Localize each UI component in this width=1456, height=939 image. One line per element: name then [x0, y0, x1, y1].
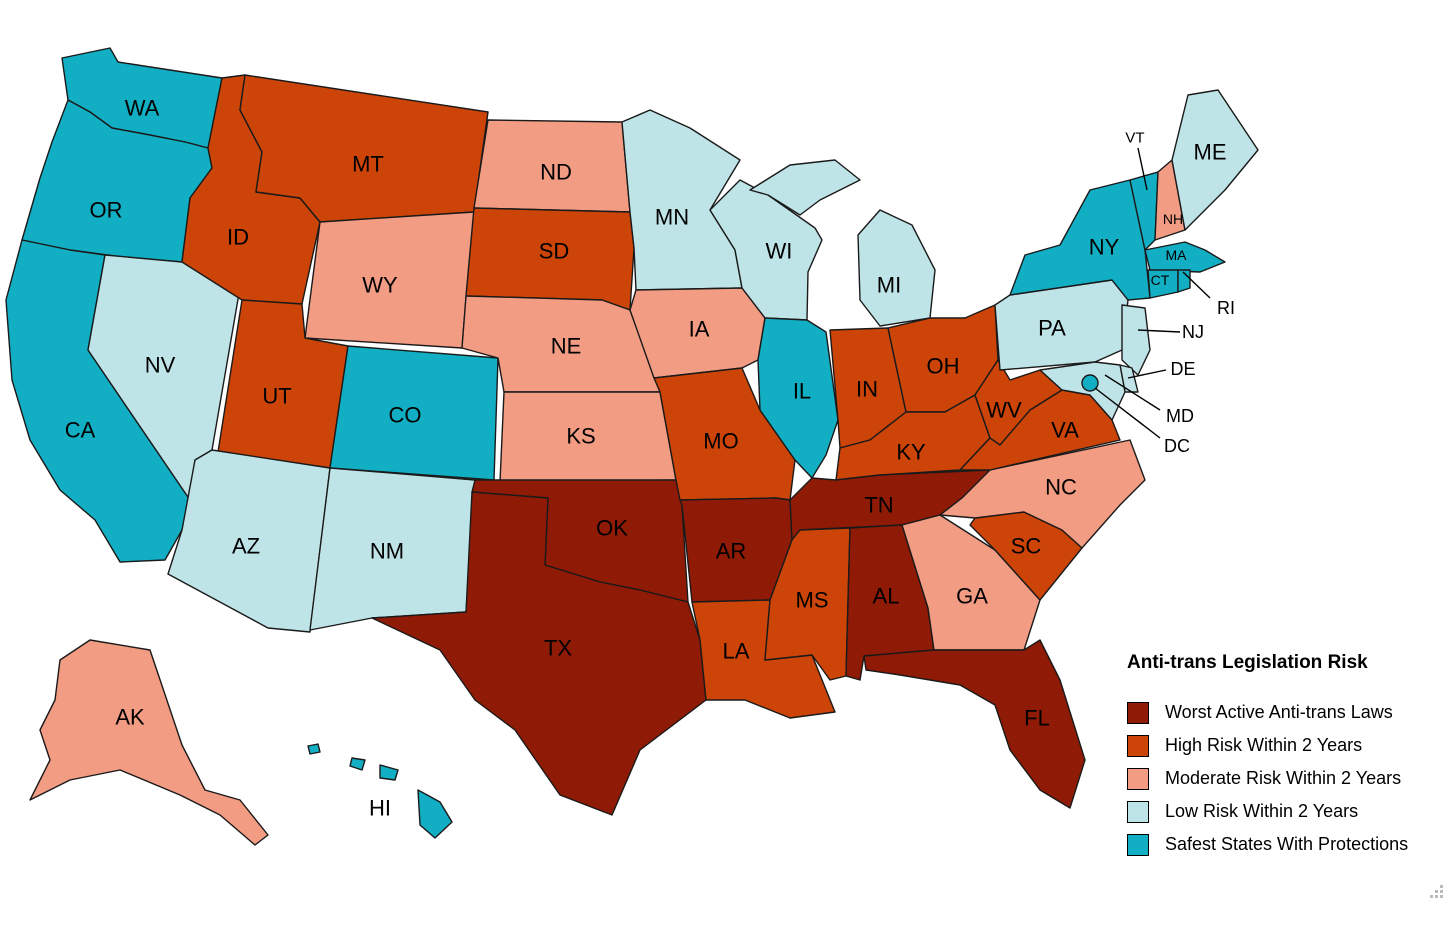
legend-item-low: Low Risk Within 2 Years: [1127, 801, 1447, 824]
label-la: LA: [723, 639, 750, 664]
label-nv: NV: [145, 353, 176, 378]
label-vt: VT: [1125, 130, 1144, 147]
label-mt: MT: [352, 152, 384, 177]
legend-title: Anti-trans Legislation Risk: [1127, 652, 1368, 673]
legend-label: High Risk Within 2 Years: [1165, 735, 1363, 755]
legend-swatch: [1127, 735, 1149, 757]
legend-label: Worst Active Anti-trans Laws: [1165, 702, 1393, 722]
label-nm: NM: [370, 539, 404, 564]
label-az: AZ: [232, 534, 260, 559]
label-wa: WA: [125, 96, 160, 121]
label-ga: GA: [956, 584, 988, 609]
label-al: AL: [873, 584, 900, 609]
label-ok: OK: [596, 516, 628, 541]
state-tx[interactable]: [371, 491, 707, 816]
label-ar: AR: [716, 539, 747, 564]
legend-item-moderate: Moderate Risk Within 2 Years: [1127, 768, 1447, 791]
legend-item-worst: Worst Active Anti-trans Laws: [1127, 702, 1447, 725]
label-ut: UT: [262, 384, 291, 409]
legend-label: Safest States With Protections: [1165, 834, 1409, 854]
label-va: VA: [1051, 418, 1079, 443]
label-ia: IA: [689, 317, 710, 342]
label-ca: CA: [65, 418, 96, 443]
label-co: CO: [389, 403, 422, 428]
label-hi: HI: [369, 796, 391, 821]
label-mn: MN: [655, 205, 689, 230]
label-id: ID: [227, 225, 249, 250]
legend-swatch: [1127, 834, 1149, 856]
legend-swatch: [1127, 702, 1149, 724]
legend-label: Moderate Risk Within 2 Years: [1165, 768, 1402, 788]
resize-grip-icon: [1428, 885, 1446, 899]
label-ct: CT: [1151, 272, 1170, 288]
state-fl[interactable]: [863, 639, 1086, 809]
state-il[interactable]: [757, 317, 839, 479]
label-ne: NE: [551, 334, 582, 359]
map-legend: Anti-trans Legislation Risk Worst Active…: [1127, 652, 1447, 867]
label-in: IN: [856, 377, 878, 402]
legend-swatch: [1127, 801, 1149, 823]
leader-nj: [1137, 329, 1181, 333]
label-ms: MS: [796, 588, 829, 613]
label-ma: MA: [1166, 247, 1188, 263]
label-wv: WV: [986, 398, 1022, 423]
state-nj[interactable]: [1121, 304, 1151, 376]
label-ak: AK: [115, 705, 145, 730]
label-nd: ND: [540, 160, 572, 185]
leader-de: [1127, 369, 1167, 379]
label-wy: WY: [362, 273, 398, 298]
label-ri: RI: [1217, 298, 1235, 318]
label-nh: NH: [1163, 211, 1183, 227]
state-ak[interactable]: [29, 639, 269, 846]
leader-ri: [1182, 271, 1211, 299]
label-wi: WI: [766, 239, 793, 264]
leader-md: [1104, 374, 1161, 411]
legend-swatch: [1127, 768, 1149, 790]
legend-label: Low Risk Within 2 Years: [1165, 801, 1359, 821]
state-me[interactable]: [1171, 89, 1259, 231]
state-mi[interactable]: [749, 159, 936, 327]
label-nj: NJ: [1182, 322, 1204, 342]
label-or: OR: [90, 198, 123, 223]
state-ny[interactable]: [1009, 179, 1151, 301]
label-mi: MI: [877, 273, 901, 298]
label-dc: DC: [1164, 436, 1190, 456]
leader-dc: [1094, 387, 1161, 439]
state-ga[interactable]: [901, 514, 1041, 651]
label-fl: FL: [1024, 706, 1050, 731]
label-md: MD: [1166, 406, 1194, 426]
label-ky: KY: [896, 440, 926, 465]
label-tx: TX: [544, 636, 572, 661]
state-dc[interactable]: [1081, 374, 1099, 392]
label-me: ME: [1194, 140, 1227, 165]
label-nc: NC: [1045, 475, 1077, 500]
label-il: IL: [793, 379, 811, 404]
label-mo: MO: [703, 429, 738, 454]
label-de: DE: [1170, 359, 1195, 379]
label-sc: SC: [1011, 534, 1042, 559]
state-hi[interactable]: [307, 743, 453, 839]
legend-item-safest: Safest States With Protections: [1127, 834, 1447, 857]
label-ks: KS: [566, 424, 595, 449]
legend-item-high: High Risk Within 2 Years: [1127, 735, 1447, 758]
label-tn: TN: [864, 493, 893, 518]
label-pa: PA: [1038, 316, 1066, 341]
label-sd: SD: [539, 239, 570, 264]
label-ny: NY: [1089, 235, 1120, 260]
leader-vt: [1137, 147, 1148, 191]
state-nc[interactable]: [939, 439, 1146, 549]
label-oh: OH: [927, 354, 960, 379]
